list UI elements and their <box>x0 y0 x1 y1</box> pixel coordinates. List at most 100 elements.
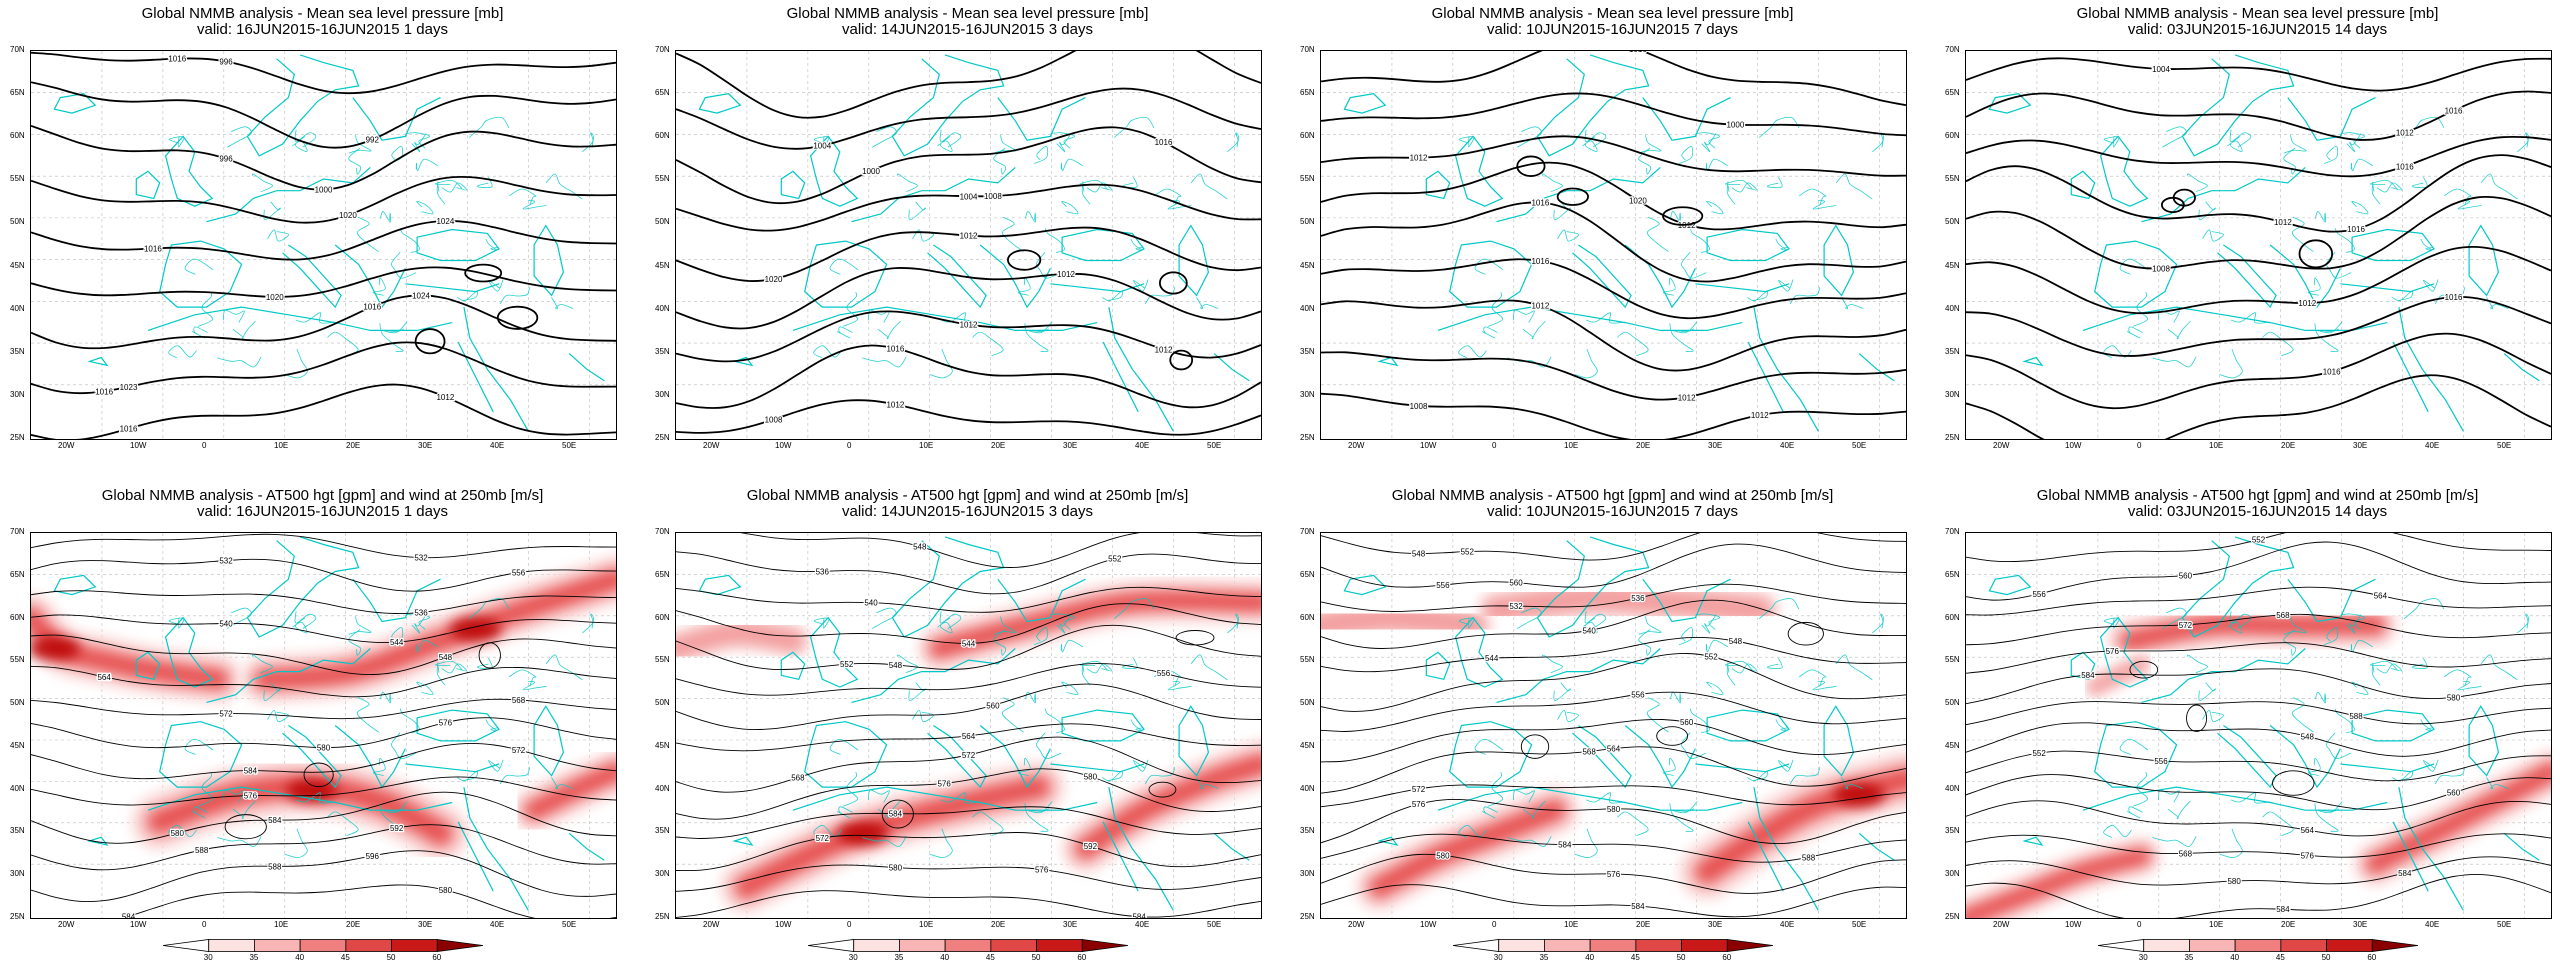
contour-label: 1004 <box>813 142 831 151</box>
panel-title-line2: valid: 14JUN2015-16JUN2015 3 days <box>842 21 1093 38</box>
colorbar-tick-label: 30 <box>203 953 213 960</box>
colorbar-tick-label: 50 <box>2321 953 2331 960</box>
lon-tick-label: 10E <box>1564 441 1579 450</box>
mslp-map-panel: 1004 1016 1012 1016 1016 1012 1008 1012 1016 1016… <box>1965 50 2552 440</box>
colorbar-tick-label: 40 <box>2230 953 2240 960</box>
lat-tick-label: 55N <box>655 655 670 665</box>
lat-tick-label: 55N <box>1945 174 1960 184</box>
contour-label: 584 <box>2081 671 2095 680</box>
lon-tick-label: 50E <box>1852 920 1867 929</box>
gridlines <box>1966 51 2551 439</box>
lat-tick-label: 40N <box>655 783 670 793</box>
contour-label: 1004 <box>960 192 978 201</box>
contour-label: 552 <box>1704 652 1718 661</box>
contour-label: 556 <box>2154 757 2168 766</box>
contour-label: 584 <box>268 816 282 825</box>
lat-tick-label: 25N <box>655 912 670 921</box>
lat-tick-label: 50N <box>1300 217 1315 227</box>
contour-label: 1024 <box>436 217 454 226</box>
coastline <box>1988 54 2540 432</box>
wind-colorbar <box>2097 939 2418 952</box>
lon-tick-label: 10E <box>274 920 289 929</box>
colorbar-tick-label: 45 <box>340 953 350 960</box>
contour-label: 564 <box>1607 745 1621 754</box>
lon-tick-label: 20W <box>703 441 720 450</box>
lat-tick-label: 35N <box>1945 826 1960 836</box>
map-svg: 9961004101610001004100810121020101210121… <box>676 51 1261 439</box>
contour-label: 1020 <box>765 275 783 284</box>
contour-label: 580 <box>889 864 903 873</box>
lat-tick-label: 40N <box>1945 303 1960 313</box>
panel-title: Global NMMB analysis - AT500 hgt [gpm] a… <box>2037 488 2479 520</box>
contour-label: 1012 <box>1751 411 1769 420</box>
contour-label: 576 <box>937 779 951 788</box>
contour-label: 568 <box>2179 849 2193 858</box>
lon-tick-label: 40E <box>1780 920 1795 929</box>
contour-label: 588 <box>195 846 209 855</box>
lat-tick-label: 70N <box>1300 45 1315 54</box>
lat-tick-label: 45N <box>1945 260 1960 270</box>
contour-label: 556 <box>512 569 526 578</box>
contour-label: 1016 <box>2445 293 2463 302</box>
contour-label: 576 <box>244 792 258 801</box>
contour-label: 564 <box>962 732 976 741</box>
panel-title: Global NMMB analysis - Mean sea level pr… <box>142 6 504 38</box>
lon-tick-label: 50E <box>1207 441 1222 450</box>
contour-label: 588 <box>1802 853 1816 862</box>
contour-lines: 9961004101610001004100810121020101210121… <box>676 51 1261 436</box>
contour-label: 596 <box>366 852 380 861</box>
contour-label: 584 <box>889 810 903 819</box>
contour-label: 1024 <box>412 291 430 300</box>
contour-label: 572 <box>962 751 976 760</box>
lat-tick-label: 65N <box>655 569 670 579</box>
lat-tick-label: 70N <box>1945 527 1960 536</box>
contour-label: 1016 <box>1155 138 1173 147</box>
contour-label: 556 <box>1436 581 1450 590</box>
contour-label: 1016 <box>95 387 113 396</box>
panel-title-line2: valid: 14JUN2015-16JUN2015 3 days <box>842 503 1093 520</box>
panel-title-line2: valid: 03JUN2015-16JUN2015 14 days <box>2127 21 2388 38</box>
colorbar-tick-label: 50 <box>1676 953 1686 960</box>
wind-colorbar <box>162 939 483 952</box>
lat-tick-label: 60N <box>10 131 25 141</box>
contour-label: 1008 <box>765 415 783 424</box>
lat-tick-label: 60N <box>655 131 670 141</box>
coastline <box>698 536 1250 911</box>
contour-label: 1000 <box>315 186 333 195</box>
lon-tick-label: 10E <box>919 920 934 929</box>
gridlines <box>676 51 1261 439</box>
lon-tick-label: 20E <box>2281 441 2296 450</box>
colorbar-tick-label: 45 <box>2275 953 2285 960</box>
lon-tick-label: 30E <box>1708 920 1723 929</box>
lat-tick-label: 50N <box>1945 217 1960 227</box>
contour-label: 1012 <box>436 393 454 402</box>
contour-label: 580 <box>171 829 185 838</box>
contour-label: 584 <box>1558 841 1572 850</box>
lon-tick-label: 30E <box>2353 441 2368 450</box>
contour-label: 544 <box>1485 654 1499 663</box>
colorbar-tick-label: 60 <box>1722 953 1732 960</box>
contour-label: 1004 <box>2152 65 2170 74</box>
contour-label: 588 <box>268 862 282 871</box>
lat-tick-label: 70N <box>10 45 25 54</box>
lon-tick-label: 10W <box>1420 920 1437 929</box>
contour-label: 568 <box>791 774 805 783</box>
contour-label: 552 <box>2252 536 2266 545</box>
contour-label: 1012 <box>960 232 978 241</box>
lon-tick-label: 0 <box>847 441 852 450</box>
contour-lines: 1004 1016 1012 1016 1016 1012 1008 1012 1016 1016… <box>1966 57 2551 439</box>
gridlines <box>31 51 616 439</box>
lon-tick-label: 20E <box>1636 441 1651 450</box>
contour-label: 580 <box>1436 851 1450 860</box>
lon-tick-label: 10W <box>775 441 792 450</box>
wind-speed-shading <box>676 578 1261 914</box>
contour-label: 580 <box>439 886 453 895</box>
contour-label: 556 <box>1631 691 1645 700</box>
lat-tick-label: 50N <box>10 217 25 227</box>
lat-tick-label: 40N <box>10 783 25 793</box>
lat-tick-label: 55N <box>1300 655 1315 665</box>
contour-label: 996 <box>219 155 233 164</box>
contour-label: 592 <box>1084 842 1098 851</box>
lon-tick-label: 20W <box>703 920 720 929</box>
